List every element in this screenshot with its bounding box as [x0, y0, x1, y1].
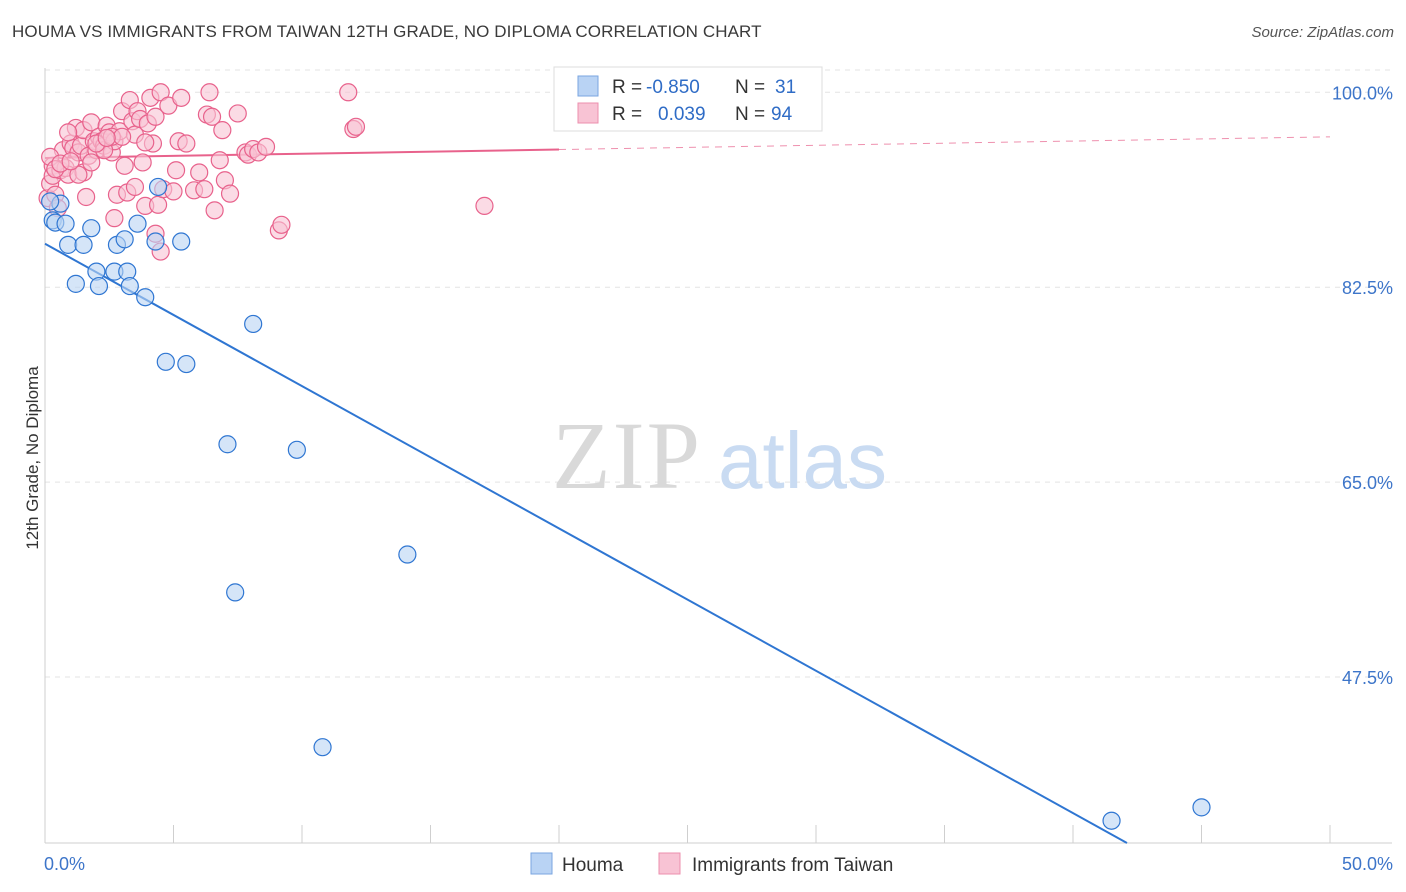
y-tick-label-2: 82.5% — [1342, 278, 1393, 298]
trend-line-taiwan — [44, 136, 1331, 159]
series-houma-points — [41, 177, 1211, 830]
legend-houma-label: Houma — [562, 855, 624, 876]
houma-point-20 — [172, 232, 191, 251]
x-tick-label-1: 50.0% — [1342, 854, 1393, 874]
legend: Houma Immigrants from Taiwan — [530, 852, 893, 876]
taiwan-point-71 — [256, 137, 276, 156]
taiwan-point-53 — [172, 88, 191, 107]
taiwan-point-54 — [177, 134, 196, 153]
houma-point-19 — [156, 352, 175, 371]
x-tick-label-0: 0.0% — [44, 854, 85, 874]
houma-point-17 — [146, 232, 165, 251]
houma-point-6 — [74, 235, 93, 254]
taiwan-point-59 — [200, 83, 219, 102]
y-tick-label-3: 100.0% — [1332, 83, 1393, 103]
trend-taiwan-dashed — [558, 136, 1331, 151]
houma-point-24 — [244, 314, 263, 334]
houma-point-22 — [218, 435, 237, 454]
taiwan-point-57 — [195, 180, 214, 199]
taiwan-point-93 — [97, 128, 116, 148]
stats-taiwan-n-label: N = — [735, 104, 765, 125]
houma-point-28 — [1102, 811, 1121, 830]
taiwan-point-46 — [148, 195, 168, 214]
houma-point-26 — [313, 738, 332, 757]
series-taiwan-points — [38, 83, 494, 261]
houma-point-21 — [177, 354, 196, 374]
legend-taiwan-label: Immigrants from Taiwan — [692, 855, 893, 876]
stats-taiwan-swatch — [577, 102, 599, 124]
houma-point-3 — [56, 214, 75, 233]
taiwan-point-80 — [59, 123, 78, 142]
taiwan-point-86 — [125, 177, 145, 197]
houma-point-9 — [89, 276, 109, 296]
chart-title: HOUMA VS IMMIGRANTS FROM TAIWAN 12TH GRA… — [12, 22, 762, 41]
houma-point-7 — [82, 219, 101, 238]
taiwan-point-17 — [77, 187, 96, 207]
taiwan-point-45 — [146, 107, 165, 126]
stats-houma-r: -0.850 — [646, 77, 700, 98]
stats-taiwan-n: 94 — [771, 104, 793, 125]
taiwan-point-28 — [105, 209, 124, 228]
stats-houma-swatch — [577, 75, 599, 97]
taiwan-point-81 — [69, 165, 88, 184]
taiwan-point-91 — [61, 152, 80, 171]
tick-labels: 47.5% 65.0% 82.5% 100.0% 0.0% 50.0% — [44, 83, 1393, 874]
taiwan-point-73 — [272, 215, 291, 234]
stats-houma-n: 31 — [775, 77, 796, 98]
taiwan-point-87 — [136, 133, 155, 152]
y-tick-label-0: 47.5% — [1342, 668, 1393, 688]
taiwan-point-89 — [166, 161, 186, 180]
taiwan-point-51 — [164, 182, 183, 201]
houma-point-29 — [1192, 798, 1211, 817]
houma-point-15 — [128, 214, 147, 233]
taiwan-point-61 — [205, 201, 224, 220]
houma-point-23 — [226, 583, 245, 602]
taiwan-point-33 — [115, 156, 134, 175]
taiwan-point-62 — [210, 151, 229, 170]
houma-point-14 — [120, 276, 139, 296]
stats-taiwan-r: 0.039 — [658, 104, 706, 125]
houma-point-16 — [136, 288, 155, 307]
y-axis-label: 12th Grade, No Diploma — [23, 366, 42, 550]
trend-taiwan-solid — [44, 148, 560, 159]
taiwan-point-74 — [339, 83, 358, 102]
taiwan-point-85 — [112, 127, 132, 146]
taiwan-point-65 — [220, 184, 240, 203]
stats-taiwan-r-label: R = — [612, 104, 642, 125]
stats-box: R = -0.850 N = 31 R = 0.039 N = 94 — [553, 66, 823, 132]
stats-houma-n-label: N = — [735, 77, 765, 98]
taiwan-point-66 — [228, 104, 247, 123]
taiwan-point-82 — [82, 153, 101, 172]
legend-houma-swatch — [530, 852, 553, 875]
trend-line-houma — [44, 242, 1128, 844]
taiwan-point-60 — [202, 107, 222, 126]
houma-point-18 — [148, 177, 168, 197]
trend-houma — [44, 242, 1128, 844]
houma-point-30 — [41, 192, 60, 211]
taiwan-point-63 — [213, 121, 232, 140]
source-credit: Source: ZipAtlas.com — [1251, 24, 1394, 41]
houma-point-5 — [66, 274, 85, 293]
taiwan-point-76 — [346, 117, 366, 136]
taiwan-point-40 — [133, 153, 152, 172]
taiwan-point-56 — [190, 163, 209, 182]
houma-point-4 — [59, 235, 78, 254]
taiwan-point-77 — [475, 196, 494, 215]
houma-point-25 — [287, 440, 306, 459]
stats-houma-r-label: R = — [612, 77, 642, 98]
watermark-zip: ZIP — [552, 402, 702, 509]
taiwan-point-48 — [151, 83, 170, 102]
houma-point-27 — [398, 545, 417, 564]
y-tick-label-1: 65.0% — [1342, 473, 1393, 493]
legend-taiwan-swatch — [658, 852, 681, 875]
watermark-atlas: atlas — [718, 416, 887, 505]
houma-point-12 — [115, 230, 134, 249]
